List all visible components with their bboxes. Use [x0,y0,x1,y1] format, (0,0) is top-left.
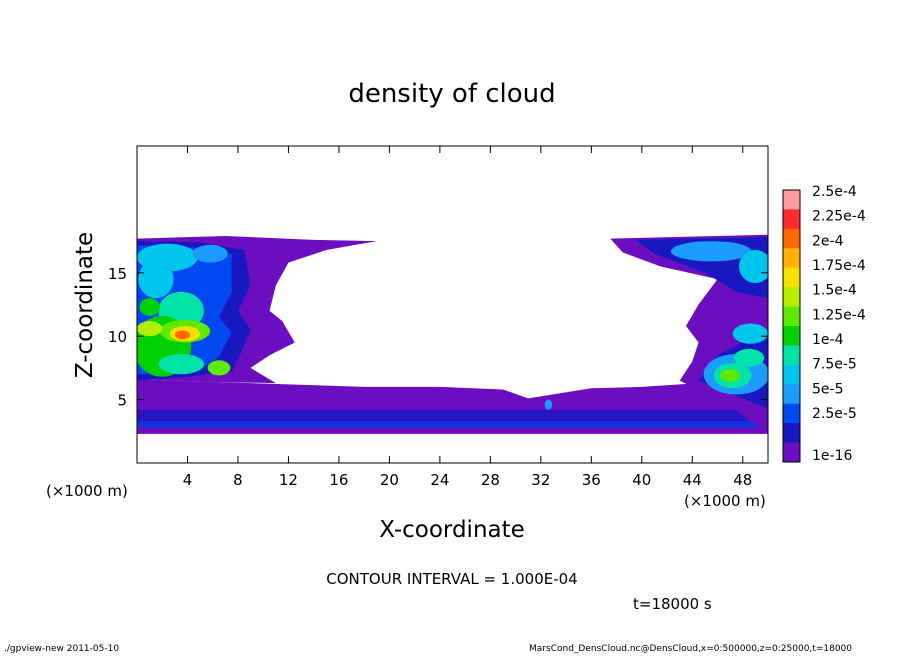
cloud-blob [192,244,228,263]
cloud-blob [732,323,768,344]
x-tick-label: 28 [481,471,500,489]
colorbar-label: 5e-5 [812,381,843,397]
colorbar-frame [782,189,801,463]
y-tick-label: 5 [117,392,127,410]
colorbar-label: 1.5e-4 [812,283,857,299]
x-tick-label: 16 [329,471,348,489]
colorbar-segment [783,190,800,210]
colorbar-segment [783,228,800,249]
cloud-blob [733,348,765,367]
colorbar-label: 2.5e-5 [812,406,857,422]
y-tick-label: 10 [108,328,127,346]
colorbar-label: 2.25e-4 [812,209,866,225]
x-tick-label: 32 [531,471,550,489]
cloud-blob [544,399,553,410]
colorbar-segment [783,267,800,288]
colorbar-segment [783,306,800,327]
x-tick-label: 8 [233,471,243,489]
colorbar: 2.5e-4 2.25e-4 2e-4 1.75e-4 1.5e-4 1.25e-4 1e-… [782,184,866,464]
x-tick-label: 48 [733,471,752,489]
cloud-blob [158,353,204,375]
colorbar-segment [783,287,800,308]
cloud-blob [207,360,231,376]
colorbar-label: 7.5e-5 [812,357,857,373]
y-tick-label: 15 [108,265,127,283]
colorbar-segment [783,209,800,230]
colorbar-label: 2.5e-4 [812,184,857,200]
colorbar-segment [783,384,800,405]
x-tick-label: 40 [632,471,651,489]
lower-layer-band [137,421,768,428]
x-tick-label: 20 [380,471,399,489]
cloud-blob [139,298,160,316]
colorbar-segment [783,345,800,366]
colorbar-segment [783,248,800,269]
contour-interval: CONTOUR INTERVAL = 1.000E-04 [326,570,577,588]
cloud-blob [738,249,768,283]
x-tick-label: 44 [683,471,702,489]
colorbar-label: 2e-4 [812,233,844,249]
colorbar-segment [783,326,800,346]
cloud-blob [720,369,741,382]
x-unit-right: (×1000 m) [684,492,766,510]
x-tick-label: 12 [279,471,298,489]
x-tick-label: 36 [582,471,601,489]
colorbar-label: 1.75e-4 [812,258,866,274]
footer-left: ./gpview-new 2011-05-10 [4,644,119,654]
colorbar-segment [783,364,800,385]
y-axis-label: Z-coordinate [72,232,98,378]
colorbar-label: 1e-4 [812,332,844,348]
cloud-blob [138,260,174,299]
colorbar-label: 1e-16 [812,448,852,464]
x-axis: 4 8 12 16 20 24 28 32 36 40 44 48 [183,146,752,489]
colorbar-label: 1.25e-4 [812,307,866,323]
colorbar-segment [783,403,800,424]
colorbar-segment [783,423,800,444]
cloud-blob [137,320,163,337]
plot-area [137,234,768,434]
colorbar-segment [783,442,800,463]
cloud-blob [174,330,191,340]
x-axis-label: X-coordinate [379,517,525,543]
time-label: t=18000 s [633,595,712,613]
plot-frame [136,145,769,464]
y-axis: 5 10 15 [108,265,768,410]
footer-right: MarsCond_DensCloud.nc@DensCloud,x=0:5000… [529,644,852,654]
cloud-blob [670,241,752,262]
chart-title: density of cloud [348,79,555,109]
x-tick-label: 4 [183,471,193,489]
x-unit-left: (×1000 m) [46,482,128,500]
x-tick-label: 24 [430,471,449,489]
